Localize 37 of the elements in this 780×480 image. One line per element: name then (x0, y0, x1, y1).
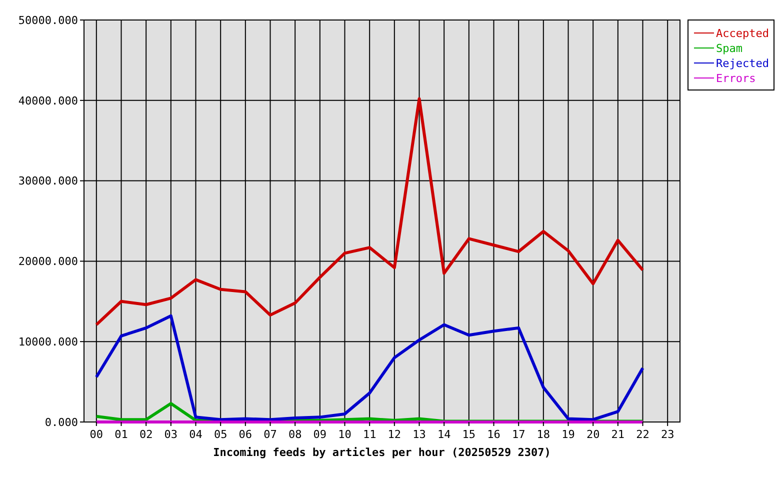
x-tick-label: 23 (660, 428, 674, 441)
x-tick-label: 16 (487, 428, 500, 441)
x-tick-label: 19 (562, 428, 575, 441)
y-tick-label: 20000.000 (18, 255, 78, 268)
x-tick-label: 21 (611, 428, 625, 441)
x-tick-label: 11 (362, 428, 376, 441)
x-tick-label: 20 (586, 428, 600, 441)
y-tick-label: 50000.000 (18, 14, 78, 27)
x-tick-label: 04 (189, 428, 203, 441)
y-tick-label: 10000.000 (18, 335, 78, 348)
x-tick-label: 22 (636, 428, 650, 441)
y-tick-label: 40000.000 (18, 94, 78, 108)
x-tick-label: 02 (139, 428, 153, 441)
x-tick-label: 00 (90, 428, 104, 441)
x-tick-label: 14 (437, 428, 452, 441)
x-axis-title: Incoming feeds by articles per hour (20250529 2307) (213, 446, 551, 459)
x-tick-label: 06 (238, 428, 252, 441)
x-tick-label: 10 (338, 428, 352, 441)
x-tick-label: 12 (388, 428, 402, 441)
x-tick-label: 15 (462, 428, 476, 441)
x-tick-label: 03 (164, 428, 178, 441)
x-tick-label: 07 (264, 428, 277, 441)
x-tick-label: 17 (512, 428, 526, 441)
legend-label: Spam (716, 42, 743, 55)
x-tick-label: 01 (114, 428, 128, 441)
x-tick-label: 13 (412, 428, 426, 441)
line-series (94, 314, 644, 422)
legend-label: Rejected (716, 56, 769, 70)
x-tick-label: 08 (288, 428, 302, 441)
y-tick-label: 0.000 (44, 416, 78, 429)
legend-label: Accepted (716, 26, 769, 40)
x-tick-label: 18 (536, 428, 550, 441)
x-tick-label: 05 (214, 428, 228, 441)
legend-label: Errors (716, 72, 756, 85)
line-series (94, 97, 644, 326)
y-tick-label: 30000.000 (18, 174, 78, 188)
x-tick-label: 09 (313, 428, 327, 441)
